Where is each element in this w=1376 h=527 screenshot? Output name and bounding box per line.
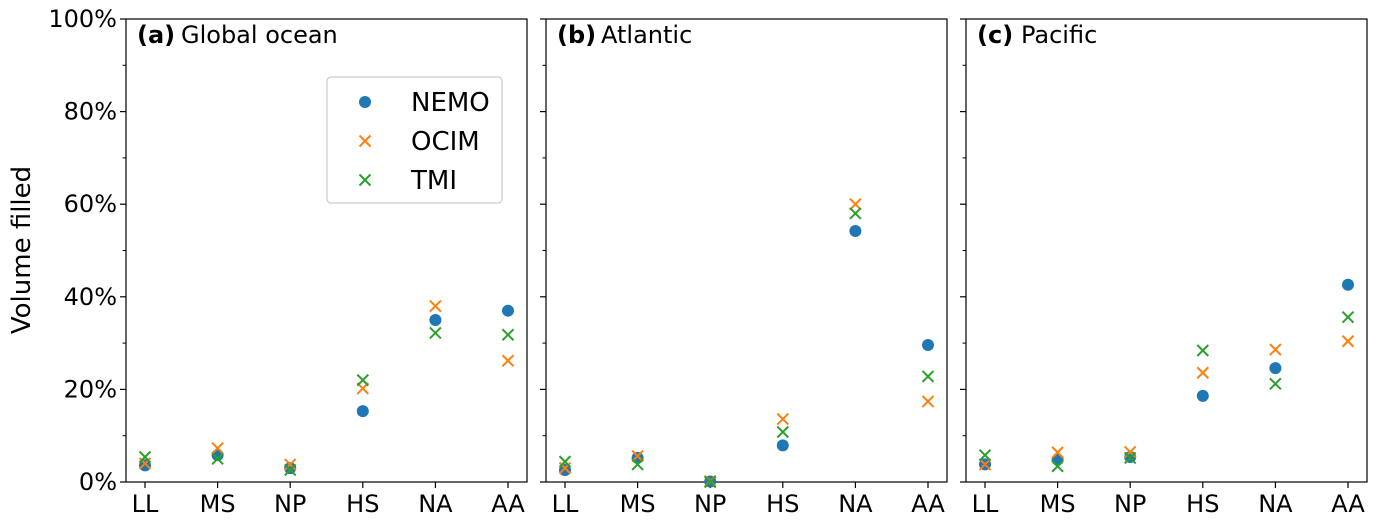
x-tick-label: LL bbox=[552, 490, 579, 518]
y-tick-label: 60% bbox=[64, 190, 117, 218]
panel-title: Global ocean bbox=[181, 21, 338, 49]
data-point-tmi bbox=[211, 452, 224, 466]
panels-group: 0% 20% 40% 60% 80% 100% LL MS NP HS NA AA (a) Global … bbox=[48, 5, 1368, 518]
data-point-tmi bbox=[283, 463, 297, 477]
data-point-ocim bbox=[921, 395, 935, 408]
data-point-ocim bbox=[849, 197, 862, 211]
x-tick-label: AA bbox=[491, 490, 525, 518]
legend-label-nemo: NEMO bbox=[411, 88, 490, 118]
legend-marker-tmi bbox=[358, 173, 372, 187]
legend: NEMO OCIM TMI bbox=[326, 76, 503, 204]
data-point-tmi bbox=[356, 373, 370, 387]
data-point-nemo bbox=[631, 451, 644, 464]
data-point-tmi bbox=[776, 425, 790, 439]
panel-b: LL MS NP HS NA AA (b) Atlantic bbox=[540, 18, 948, 518]
panel-tag: (a) bbox=[137, 21, 175, 49]
x-tick-label: HS bbox=[1186, 490, 1219, 518]
plot-frame bbox=[545, 18, 948, 483]
data-point-tmi bbox=[921, 370, 935, 383]
x-tick-label: HS bbox=[766, 490, 799, 518]
data-point-nemo bbox=[849, 225, 862, 238]
data-point-ocim bbox=[501, 354, 515, 367]
data-point-nemo bbox=[139, 459, 151, 472]
x-tick-label: NP bbox=[274, 490, 306, 518]
x-tick-label: NA bbox=[1258, 490, 1293, 518]
legend-label-ocim: OCIM bbox=[411, 127, 480, 157]
panel-c: LL MS NP HS NA AA (c) Pacific bbox=[960, 18, 1368, 518]
data-point-tmi bbox=[1123, 451, 1137, 465]
panel-a: 0% 20% 40% 60% 80% 100% LL MS NP HS NA AA (a) Global … bbox=[48, 5, 528, 518]
x-tick-label: HS bbox=[346, 490, 379, 518]
x-tick-label: MS bbox=[620, 490, 656, 518]
data-point-tmi bbox=[631, 458, 644, 471]
panel-title: Pacific bbox=[1021, 21, 1097, 49]
data-point-ocim bbox=[776, 412, 790, 426]
data-point-ocim bbox=[1051, 446, 1064, 459]
legend-marker-nemo bbox=[359, 96, 371, 108]
data-point-nemo bbox=[922, 338, 934, 351]
data-point-nemo bbox=[429, 313, 442, 326]
data-point-nemo bbox=[1342, 278, 1354, 291]
legend-box bbox=[326, 76, 503, 204]
y-axis-label: Volume filled bbox=[7, 166, 37, 334]
data-point-tmi bbox=[1196, 344, 1210, 357]
data-point-tmi bbox=[501, 328, 515, 341]
x-tick-label: MS bbox=[1040, 490, 1076, 518]
data-point-nemo bbox=[356, 405, 369, 418]
x-tick-label: NA bbox=[418, 490, 453, 518]
x-tick-label: NP bbox=[694, 490, 726, 518]
data-point-nemo bbox=[284, 462, 297, 475]
data-point-tmi bbox=[1269, 377, 1282, 391]
y-tick-label: 80% bbox=[64, 98, 117, 126]
x-tick-label: MS bbox=[200, 490, 236, 518]
data-point-tmi bbox=[849, 207, 862, 220]
data-point-ocim bbox=[1269, 343, 1282, 356]
legend-marker-ocim bbox=[358, 134, 372, 148]
data-point-tmi bbox=[429, 326, 442, 340]
x-tick-label: AA bbox=[911, 490, 945, 518]
panel-title: Atlantic bbox=[601, 21, 692, 49]
data-point-nemo bbox=[1269, 362, 1282, 375]
data-point-tmi bbox=[1051, 460, 1064, 473]
y-tick-label: 0% bbox=[79, 468, 117, 496]
data-point-tmi bbox=[1341, 310, 1355, 324]
y-tick-label: 100% bbox=[48, 5, 117, 33]
x-tick-label: AA bbox=[1331, 490, 1365, 518]
y-tick-label: 20% bbox=[64, 375, 117, 403]
panel-tag: (c) bbox=[977, 21, 1013, 49]
x-tick-label: NP bbox=[1114, 490, 1146, 518]
data-point-ocim bbox=[1341, 335, 1355, 348]
x-tick-label: LL bbox=[132, 490, 159, 518]
data-point-ocim bbox=[429, 299, 442, 313]
data-point-ocim bbox=[211, 441, 224, 455]
data-point-nemo bbox=[1196, 389, 1209, 402]
data-point-tmi bbox=[703, 475, 717, 489]
x-tick-label: NA bbox=[838, 490, 873, 518]
data-point-ocim bbox=[978, 458, 992, 471]
data-point-nemo bbox=[502, 304, 514, 317]
data-point-ocim bbox=[283, 458, 297, 471]
data-point-nemo bbox=[559, 463, 571, 476]
x-tick-label: LL bbox=[972, 490, 999, 518]
data-point-tmi bbox=[138, 450, 152, 464]
data-point-nemo bbox=[776, 439, 789, 452]
legend-label-tmi: TMI bbox=[410, 166, 457, 196]
data-point-ocim bbox=[1196, 366, 1210, 379]
plot-frame bbox=[965, 18, 1368, 483]
data-point-tmi bbox=[978, 448, 992, 462]
y-tick-label: 40% bbox=[64, 283, 117, 311]
panel-tag: (b) bbox=[557, 21, 596, 49]
data-point-tmi bbox=[558, 455, 572, 468]
